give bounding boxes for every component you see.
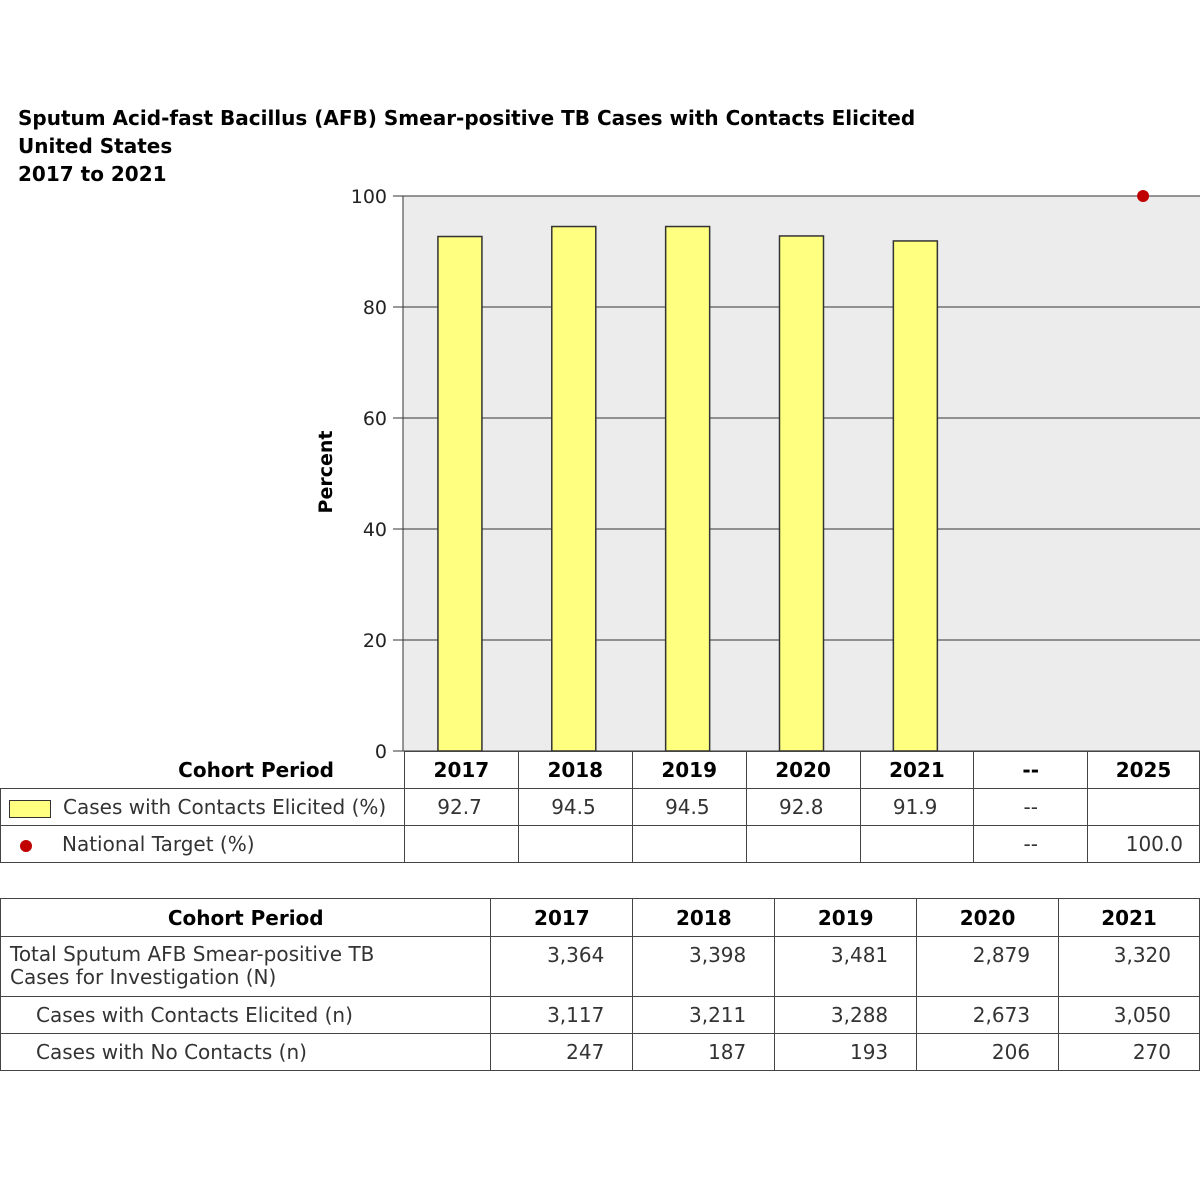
data-cell: 3,320 <box>1058 936 1200 997</box>
legend-value <box>403 825 519 863</box>
data-cell: 3,288 <box>774 996 918 1034</box>
data-cell: 3,117 <box>490 996 634 1034</box>
chart-title: Sputum Acid-fast Bacillus (AFB) Smear-po… <box>18 106 916 130</box>
data-row-label: Cases with No Contacts (n) <box>0 1033 492 1071</box>
data-col-header: 2019 <box>774 898 918 937</box>
y-tick-label: 20 <box>363 630 387 652</box>
chart-subtitle-region: United States <box>18 134 173 158</box>
data-cell: 3,398 <box>632 936 776 997</box>
legend-header-row: Cohort Period 2017 2018 2019 2020 2021 -… <box>0 751 1200 789</box>
legend-value: 94.5 <box>517 788 633 826</box>
legend-bar-swatch <box>9 799 51 818</box>
data-cell: 3,481 <box>774 936 918 997</box>
y-tick-label: 60 <box>363 408 387 430</box>
legend-value: 94.5 <box>631 788 747 826</box>
data-col-header: 2018 <box>632 898 776 937</box>
chart-subtitle-years: 2017 to 2021 <box>18 162 167 186</box>
bar <box>551 225 597 752</box>
data-row-no-contacts: Cases with No Contacts (n) 247 187 193 2… <box>0 1033 1200 1071</box>
data-header-label: Cohort Period <box>0 898 492 937</box>
legend-value: -- <box>973 825 1089 863</box>
data-row-label: Cases with Contacts Elicited (n) <box>0 996 492 1034</box>
legend-entry-target: National Target (%) <box>0 825 405 863</box>
legend-value: 91.9 <box>859 788 975 826</box>
legend-value <box>631 825 747 863</box>
bar <box>778 235 825 752</box>
bar <box>892 240 939 752</box>
legend-entry-cases: Cases with Contacts Elicited (%) <box>0 788 405 826</box>
data-cell: 2,673 <box>916 996 1060 1034</box>
legend-value: -- <box>973 788 1089 826</box>
data-table: Cohort Period 2017 2018 2019 2020 2021 T… <box>0 898 1200 1071</box>
data-cell: 2,879 <box>916 936 1060 997</box>
chart-title-block: Sputum Acid-fast Bacillus (AFB) Smear-po… <box>18 104 915 188</box>
data-row-elicited: Cases with Contacts Elicited (n) 3,117 3… <box>0 996 1200 1034</box>
legend-table: Cohort Period 2017 2018 2019 2020 2021 -… <box>0 751 1200 863</box>
target-point <box>1137 190 1150 202</box>
data-cell: 3,211 <box>632 996 776 1034</box>
data-cell: 3,364 <box>490 936 634 997</box>
bar <box>664 225 711 752</box>
legend-col-header: 2017 <box>403 751 519 789</box>
legend-value <box>517 825 633 863</box>
y-tick-label: 100 <box>351 186 387 208</box>
data-col-header: 2020 <box>916 898 1060 937</box>
legend-col-header: 2018 <box>517 751 633 789</box>
data-cell: 193 <box>774 1033 918 1071</box>
legend-target-dot <box>20 839 32 852</box>
y-tick-label: 80 <box>363 297 387 319</box>
legend-value <box>745 825 861 863</box>
data-row-label: Total Sputum AFB Smear-positive TB Cases … <box>0 936 492 997</box>
data-cell: 270 <box>1058 1033 1200 1071</box>
legend-value: 100.0 <box>1087 825 1200 863</box>
legend-col-header: 2021 <box>859 751 975 789</box>
legend-value <box>859 825 975 863</box>
y-tick-label: 40 <box>363 519 387 541</box>
legend-row-target: National Target (%) -- 100.0 <box>0 825 1200 863</box>
legend-col-header: 2025 <box>1087 751 1200 789</box>
data-cell: 187 <box>632 1033 776 1071</box>
data-col-header: 2021 <box>1058 898 1200 937</box>
legend-header-label: Cohort Period <box>0 751 405 789</box>
data-row-label-line: Cases for Investigation (N) <box>10 965 277 989</box>
legend-label: National Target (%) <box>62 832 255 856</box>
legend-col-header: 2019 <box>631 751 747 789</box>
y-axis-title: Percent <box>315 431 337 514</box>
data-col-header: 2017 <box>490 898 634 937</box>
data-row-label-line: Total Sputum AFB Smear-positive TB <box>10 942 375 966</box>
legend-value: 92.8 <box>745 788 861 826</box>
data-cell: 3,050 <box>1058 996 1200 1034</box>
legend-value: 92.7 <box>403 788 519 826</box>
data-cell: 206 <box>916 1033 1060 1071</box>
legend-col-header: -- <box>973 751 1089 789</box>
legend-value <box>1087 788 1200 826</box>
legend-row-cases: Cases with Contacts Elicited (%) 92.7 94… <box>0 788 1200 826</box>
legend-col-header: 2020 <box>745 751 861 789</box>
legend-label: Cases with Contacts Elicited (%) <box>63 795 387 819</box>
data-row-total: Total Sputum AFB Smear-positive TB Cases … <box>0 936 1200 997</box>
target-points <box>1137 190 1150 202</box>
data-cell: 247 <box>490 1033 634 1071</box>
data-header-row: Cohort Period 2017 2018 2019 2020 2021 <box>0 898 1200 937</box>
bars <box>437 225 939 752</box>
bar <box>437 235 483 752</box>
